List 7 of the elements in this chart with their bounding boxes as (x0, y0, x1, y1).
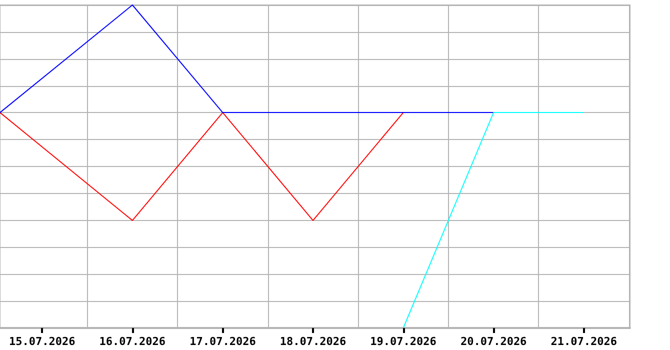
x-tick-label: 20.07.2026 (460, 335, 528, 348)
x-tick-label: 17.07.2026 (190, 335, 256, 348)
x-tick-label: 15.07.2026 (9, 335, 76, 348)
x-tick-label: 19.07.2026 (370, 335, 437, 348)
x-tick-label: 21.07.2026 (550, 335, 618, 348)
x-tick-label: 16.07.2026 (99, 335, 166, 348)
x-tick-label: 18.07.2026 (280, 335, 346, 348)
